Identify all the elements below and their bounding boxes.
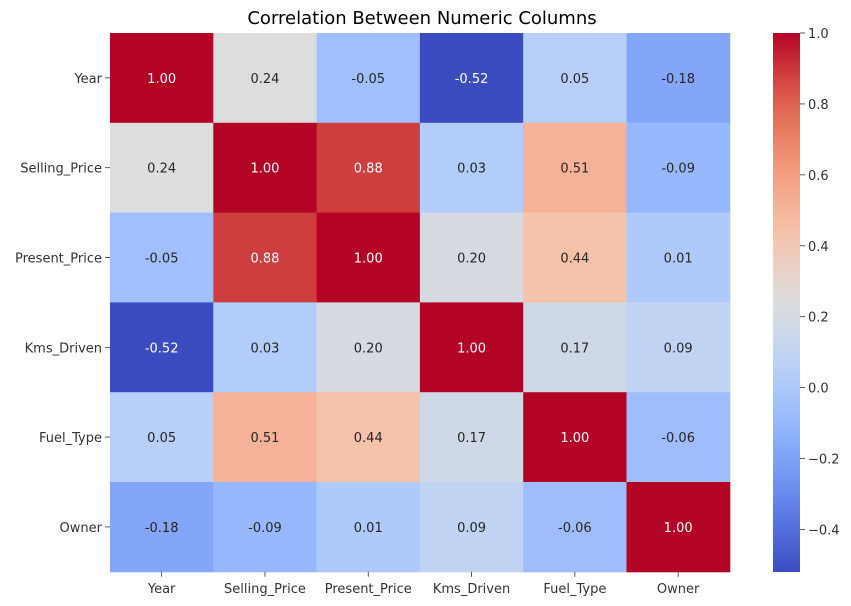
- x-axis-ticks: Year Selling_Price Present_Price Kms_Driven…: [147, 571, 700, 597]
- colorbar-tick-label: 0.6: [808, 169, 829, 184]
- cell-value-label-Fuel_Type-Kms_Driven: 0.17: [457, 431, 486, 446]
- chart-title: Correlation Between Numeric Columns: [247, 8, 596, 29]
- cell-value-label-Kms_Driven-Kms_Driven: 1.00: [457, 341, 486, 356]
- cell-value-label-Year-Year: 1.00: [147, 72, 176, 87]
- heatmap-cell-Owner-Fuel_Type: [523, 482, 627, 573]
- colorbar-tick-label: 0.0: [808, 382, 829, 397]
- cell-value-label-Present_Price-Kms_Driven: 0.20: [457, 252, 486, 267]
- cell-value-label-Owner-Kms_Driven: 0.09: [457, 521, 486, 536]
- colorbar-tick-label: 0.4: [808, 240, 829, 255]
- cell-value-label-Present_Price-Present_Price: 1.00: [354, 252, 383, 267]
- y-tick-label-Present_Price: Present_Price: [15, 252, 102, 267]
- cell-value-label-Kms_Driven-Selling_Price: 0.03: [250, 341, 279, 356]
- heatmap-cell-Owner-Owner: [626, 482, 731, 573]
- cell-value-label-Present_Price-Year: -0.05: [145, 252, 179, 267]
- heatmap-cell-Present_Price-Year: [110, 212, 214, 303]
- cell-value-label-Fuel_Type-Year: 0.05: [147, 431, 176, 446]
- x-tick-label-Kms_Driven: Kms_Driven: [433, 582, 510, 597]
- cell-value-label-Owner-Fuel_Type: -0.06: [558, 521, 592, 536]
- cell-value-label-Present_Price-Fuel_Type: 0.44: [560, 252, 589, 267]
- y-tick-label-Kms_Driven: Kms_Driven: [25, 341, 102, 356]
- heatmap-cell-Selling_Price-Year: [110, 122, 214, 214]
- heatmap-cell-Year-Year: [110, 33, 214, 124]
- colorbar-tick-label: 1.0: [808, 27, 829, 42]
- heatmap-cell-Owner-Present_Price: [316, 482, 421, 573]
- cell-value-label-Owner-Present_Price: 0.01: [354, 521, 383, 536]
- heatmap-cell-Year-Owner: [626, 33, 731, 124]
- colorbar-tick-label: 0.8: [808, 98, 829, 113]
- x-tick-label-Fuel_Type: Fuel_Type: [543, 582, 606, 597]
- cell-value-label-Present_Price-Owner: 0.01: [664, 252, 693, 267]
- heatmap-cells: 1.00 0.24 -0.05 -0.52 0.05 -0.18 0.24 1.00 0.88 0…: [110, 33, 731, 573]
- cell-value-label-Fuel_Type-Selling_Price: 0.51: [250, 431, 279, 446]
- cell-value-label-Year-Fuel_Type: 0.05: [560, 72, 589, 87]
- colorbar-tick-label: −0.2: [808, 453, 840, 468]
- heatmap-cell-Selling_Price-Owner: [626, 122, 731, 214]
- heatmap-cell-Present_Price-Fuel_Type: [523, 212, 627, 303]
- heatmap-cell-Owner-Kms_Driven: [419, 482, 524, 573]
- cell-value-label-Present_Price-Selling_Price: 0.88: [250, 252, 279, 267]
- heatmap-cell-Kms_Driven-Selling_Price: [213, 302, 318, 393]
- cell-value-label-Kms_Driven-Fuel_Type: 0.17: [560, 341, 589, 356]
- cell-value-label-Selling_Price-Year: 0.24: [147, 162, 176, 177]
- cell-value-label-Fuel_Type-Present_Price: 0.44: [354, 431, 383, 446]
- cell-value-label-Owner-Owner: 1.00: [664, 521, 693, 536]
- y-tick-label-Owner: Owner: [60, 521, 103, 536]
- cell-value-label-Selling_Price-Selling_Price: 1.00: [250, 162, 279, 177]
- heatmap-cell-Year-Kms_Driven: [419, 33, 524, 124]
- colorbar-tick-label: −0.4: [808, 523, 840, 538]
- heatmap-cell-Kms_Driven-Year: [110, 302, 214, 393]
- colorbar-tick-label: 0.2: [808, 311, 829, 326]
- heatmap-cell-Year-Present_Price: [316, 33, 421, 124]
- cell-value-label-Selling_Price-Fuel_Type: 0.51: [560, 162, 589, 177]
- cell-value-label-Kms_Driven-Year: -0.52: [145, 341, 179, 356]
- colorbar-ticks: −0.4 −0.2 0.0 0.2 0.4 0.6 0.8 1.0: [800, 27, 840, 538]
- x-tick-label-Year: Year: [147, 582, 176, 597]
- y-tick-label-Fuel_Type: Fuel_Type: [39, 431, 102, 446]
- cell-value-label-Year-Kms_Driven: -0.52: [455, 72, 489, 87]
- cell-value-label-Selling_Price-Owner: -0.09: [661, 162, 695, 177]
- heatmap-cell-Fuel_Type-Year: [110, 392, 214, 483]
- y-tick-label-Selling_Price: Selling_Price: [20, 162, 102, 177]
- cell-value-label-Fuel_Type-Owner: -0.06: [661, 431, 695, 446]
- y-axis-ticks: Year Selling_Price Present_Price Kms_Driven…: [15, 72, 110, 536]
- x-tick-label-Selling_Price: Selling_Price: [224, 582, 306, 597]
- cell-value-label-Kms_Driven-Owner: 0.09: [664, 341, 693, 356]
- heatmap-cell-Fuel_Type-Present_Price: [316, 392, 421, 483]
- heatmap-cell-Fuel_Type-Kms_Driven: [419, 392, 524, 483]
- cell-value-label-Fuel_Type-Fuel_Type: 1.00: [560, 431, 589, 446]
- heatmap-cell-Kms_Driven-Kms_Driven: [419, 302, 524, 393]
- heatmap-cell-Selling_Price-Fuel_Type: [523, 122, 627, 214]
- heatmap-cell-Fuel_Type-Owner: [626, 392, 731, 483]
- cell-value-label-Selling_Price-Present_Price: 0.88: [354, 162, 383, 177]
- x-tick-label-Present_Price: Present_Price: [325, 582, 412, 597]
- heatmap-cell-Present_Price-Selling_Price: [213, 212, 318, 303]
- heatmap-cell-Year-Selling_Price: [213, 33, 318, 124]
- heatmap-cell-Present_Price-Kms_Driven: [419, 212, 524, 303]
- heatmap-cell-Selling_Price-Kms_Driven: [419, 122, 524, 214]
- heatmap-cell-Fuel_Type-Selling_Price: [213, 392, 318, 483]
- x-tick-label-Owner: Owner: [657, 582, 700, 597]
- cell-value-label-Kms_Driven-Present_Price: 0.20: [354, 341, 383, 356]
- cell-value-label-Owner-Year: -0.18: [145, 521, 179, 536]
- cell-value-label-Year-Selling_Price: 0.24: [250, 72, 279, 87]
- heatmap-cell-Kms_Driven-Present_Price: [316, 302, 421, 393]
- cell-value-label-Year-Present_Price: -0.05: [351, 72, 385, 87]
- heatmap-cell-Year-Fuel_Type: [523, 33, 627, 124]
- cell-value-label-Owner-Selling_Price: -0.09: [248, 521, 282, 536]
- heatmap-cell-Present_Price-Owner: [626, 212, 731, 303]
- heatmap-cell-Kms_Driven-Fuel_Type: [523, 302, 627, 393]
- heatmap-cell-Fuel_Type-Fuel_Type: [523, 392, 627, 483]
- heatmap-cell-Selling_Price-Present_Price: [316, 122, 421, 214]
- heatmap-cell-Kms_Driven-Owner: [626, 302, 731, 393]
- heatmap-cell-Owner-Year: [110, 482, 214, 573]
- y-tick-label-Year: Year: [73, 72, 102, 87]
- heatmap-cell-Present_Price-Present_Price: [316, 212, 421, 303]
- cell-value-label-Year-Owner: -0.18: [661, 72, 695, 87]
- heatmap-cell-Selling_Price-Selling_Price: [213, 122, 318, 214]
- heatmap-cell-Owner-Selling_Price: [213, 482, 318, 573]
- colorbar: [773, 33, 800, 572]
- cell-value-label-Selling_Price-Kms_Driven: 0.03: [457, 162, 486, 177]
